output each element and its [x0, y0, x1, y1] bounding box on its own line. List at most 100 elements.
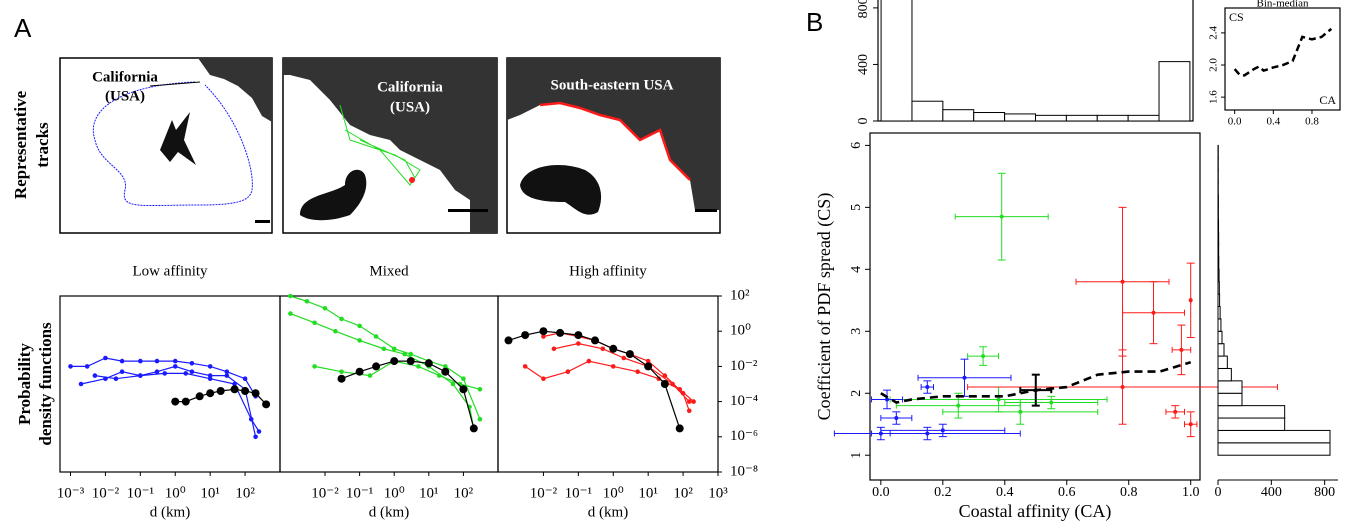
chart-title: Mixed — [369, 263, 409, 279]
data-point — [312, 320, 317, 326]
histogram-bar — [1065, 114, 1098, 122]
map-title: (USA) — [105, 88, 145, 104]
data-point — [119, 369, 125, 374]
data-point — [521, 331, 530, 340]
data-point — [162, 371, 168, 376]
row-label: Representative — [11, 90, 30, 199]
map-title: South-eastern USA — [551, 77, 674, 93]
x-tick-label: 0.6 — [1058, 485, 1076, 500]
data-point — [504, 336, 513, 345]
histogram-bar — [1004, 113, 1037, 122]
y-tick-label: 1.6 — [1208, 90, 1220, 104]
y-tick-label: 10² — [730, 287, 750, 303]
data-point — [556, 328, 565, 337]
map: South-eastern USA — [506, 57, 721, 234]
data-point — [181, 397, 190, 406]
data-point — [551, 346, 557, 352]
data-point — [461, 376, 466, 382]
data-point — [84, 364, 90, 369]
series-line — [70, 357, 257, 397]
data-point — [459, 385, 468, 394]
data-point — [256, 429, 262, 434]
plot-frame — [59, 295, 281, 473]
x-tick-label: 0.8 — [1120, 485, 1138, 500]
data-point — [154, 369, 160, 374]
x-tick-label: 0.0 — [1228, 116, 1242, 128]
x-tick-label: 0 — [1215, 485, 1222, 500]
y-tick-label: 1 — [849, 452, 864, 459]
histogram-bar — [1217, 281, 1220, 295]
histogram-bar — [1217, 405, 1286, 419]
x-tick-label: 0.4 — [996, 485, 1014, 500]
histogram-bar — [1217, 367, 1232, 382]
histogram-bar — [1217, 231, 1220, 246]
histogram-bar — [911, 100, 944, 122]
trend-line — [880, 361, 1192, 404]
y-tick-label: 3 — [849, 328, 864, 335]
data-point — [381, 346, 387, 352]
data-point — [241, 387, 250, 396]
data-point — [288, 293, 293, 299]
histogram-bar — [1217, 355, 1228, 369]
y-tick-label: 5 — [849, 204, 864, 211]
data-point — [686, 399, 692, 404]
data-point — [656, 376, 661, 382]
data-point — [670, 381, 675, 387]
map: California (USA) — [282, 57, 498, 234]
data-point — [390, 357, 399, 366]
data-point — [242, 376, 248, 382]
data-point — [686, 408, 692, 414]
data-point — [999, 214, 1004, 219]
x-tick-label: 10¹ — [419, 485, 439, 501]
x-axis-label: d (km) — [150, 504, 190, 520]
data-point — [625, 350, 634, 359]
data-point — [469, 424, 478, 433]
data-point — [981, 354, 986, 359]
data-point — [416, 364, 421, 369]
histogram-bar — [1217, 330, 1223, 345]
data-point — [373, 334, 379, 339]
x-tick-label: 10⁻¹ — [565, 485, 592, 501]
data-point — [367, 373, 373, 378]
x-tick-label: 10² — [235, 485, 255, 501]
data-point — [216, 387, 225, 396]
x-tick-label: 10⁻¹ — [127, 485, 154, 501]
y-tick-label: 10⁰ — [730, 323, 751, 339]
data-point — [251, 389, 260, 398]
data-point — [339, 316, 344, 322]
data-point — [248, 416, 254, 422]
histogram-bar — [1217, 268, 1220, 283]
data-point — [339, 369, 344, 374]
data-point — [574, 331, 583, 340]
histogram-bar — [1217, 219, 1220, 233]
data-point — [590, 336, 599, 345]
panel-label: B — [806, 7, 823, 37]
data-point — [424, 359, 433, 368]
x-tick-label: 400 — [1261, 485, 1282, 500]
data-point — [189, 361, 195, 366]
data-point — [322, 306, 328, 311]
data-point — [402, 351, 407, 357]
x-tick-label: 10⁰ — [384, 485, 405, 501]
data-point — [1120, 385, 1125, 390]
data-point — [253, 434, 258, 440]
x-tick-label: 10⁰ — [165, 485, 186, 501]
series-line — [508, 330, 681, 429]
x-tick-label: 10² — [673, 485, 693, 501]
data-point — [541, 376, 546, 382]
map-title: California — [92, 69, 158, 85]
data-point — [600, 346, 606, 352]
row-label: tracks — [33, 122, 52, 168]
histogram-bar — [880, 0, 913, 122]
data-point — [172, 364, 178, 369]
data-point — [207, 364, 213, 369]
data-point — [662, 373, 668, 378]
data-point — [644, 362, 653, 371]
data-point — [189, 369, 195, 374]
x-tick-label: 0.4 — [1266, 116, 1280, 128]
data-point — [357, 323, 362, 329]
x-tick-label: 0.0 — [872, 485, 890, 500]
x-tick-label: 10⁰ — [603, 485, 624, 501]
data-point — [288, 311, 293, 316]
histogram-bar — [973, 112, 1006, 122]
